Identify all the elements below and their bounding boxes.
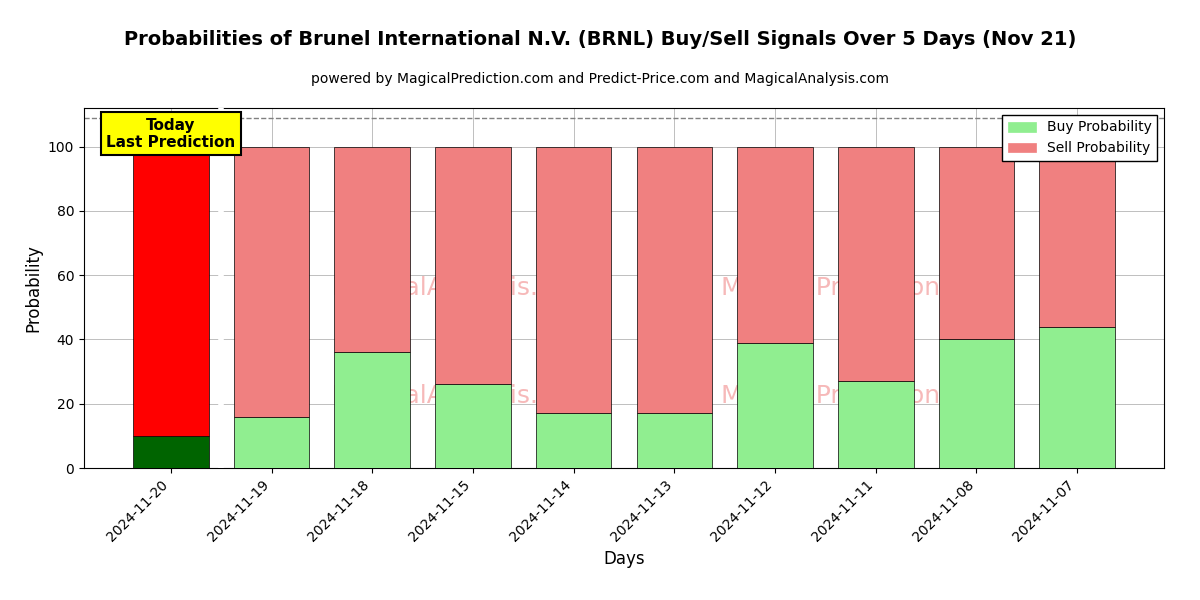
Legend: Buy Probability, Sell Probability: Buy Probability, Sell Probability	[1002, 115, 1157, 161]
Y-axis label: Probability: Probability	[24, 244, 42, 332]
Text: Probabilities of Brunel International N.V. (BRNL) Buy/Sell Signals Over 5 Days (: Probabilities of Brunel International N.…	[124, 30, 1076, 49]
Bar	[838, 146, 913, 381]
Bar	[1039, 326, 1115, 468]
Bar	[636, 146, 712, 413]
Bar	[133, 146, 209, 436]
Bar	[737, 146, 812, 343]
Bar	[938, 146, 1014, 340]
Bar	[234, 146, 310, 416]
Bar	[536, 413, 612, 468]
Bar	[234, 416, 310, 468]
Bar	[335, 352, 410, 468]
Bar	[838, 381, 913, 468]
Text: powered by MagicalPrediction.com and Predict-Price.com and MagicalAnalysis.com: powered by MagicalPrediction.com and Pre…	[311, 72, 889, 86]
Bar	[737, 343, 812, 468]
Bar	[133, 436, 209, 468]
Bar	[335, 146, 410, 352]
Bar	[1039, 146, 1115, 326]
Bar	[536, 146, 612, 413]
Text: MagicalAnalysis.com: MagicalAnalysis.com	[332, 276, 592, 300]
Text: MagicalPrediction.com: MagicalPrediction.com	[721, 384, 1002, 408]
Bar	[938, 340, 1014, 468]
Text: MagicalAnalysis.com: MagicalAnalysis.com	[332, 384, 592, 408]
Bar	[636, 413, 712, 468]
X-axis label: Days: Days	[604, 550, 644, 568]
Bar	[436, 385, 511, 468]
Text: Today
Last Prediction: Today Last Prediction	[107, 118, 235, 150]
Text: MagicalPrediction.com: MagicalPrediction.com	[721, 276, 1002, 300]
Bar	[436, 146, 511, 385]
